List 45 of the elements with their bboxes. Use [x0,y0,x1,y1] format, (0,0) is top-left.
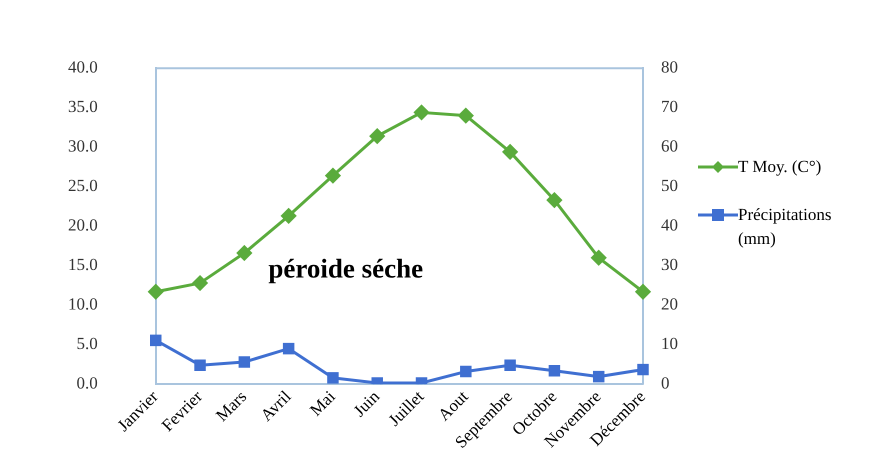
point [150,334,162,346]
point [148,284,164,300]
point [548,365,560,376]
point [460,366,472,378]
y2-tick-label: 70 [661,97,678,116]
y-tick-label: 40.0 [68,58,98,77]
point [194,359,206,371]
point [504,359,516,371]
y2-tick-label: 40 [661,216,678,235]
y-tick-label: 10.0 [68,294,98,314]
point [502,144,518,160]
y-tick-label: 5.0 [76,334,98,354]
annotation: péroide séche [268,253,424,284]
point [414,104,430,120]
y-tick-label: 15.0 [68,255,98,274]
legend-label: Précipitations (mm) [738,204,832,250]
y2-tick-label: 80 [661,58,678,77]
y2-tick-label: 50 [661,176,678,196]
x-tick-label: Mai [306,386,340,420]
point [238,356,250,368]
point [458,108,474,124]
y2-tick-label: 20 [661,294,678,314]
x-tick-label: Juin [350,386,384,420]
point [637,364,649,376]
point [636,284,650,300]
y-tick-label: 25.0 [68,176,98,196]
y-tick-label: 20.0 [68,216,98,235]
y2-tick-label: 10 [661,334,678,354]
point [327,372,339,384]
point [236,246,252,261]
y2-tick-label: 30 [661,255,678,274]
y2-tick-label: 60 [661,136,678,156]
point [592,370,604,382]
y-tick-label: 35.0 [68,97,98,116]
point [325,168,340,184]
point [546,192,562,208]
point [192,276,208,291]
y-tick-label: 30.0 [68,136,98,156]
point [281,208,296,224]
y2-tick-label: 0 [661,374,670,393]
legend-label: T Moy. (C°) [738,156,822,178]
point [370,128,385,144]
point [282,342,294,354]
point [591,250,606,266]
y-tick-label: 0.0 [76,374,98,393]
